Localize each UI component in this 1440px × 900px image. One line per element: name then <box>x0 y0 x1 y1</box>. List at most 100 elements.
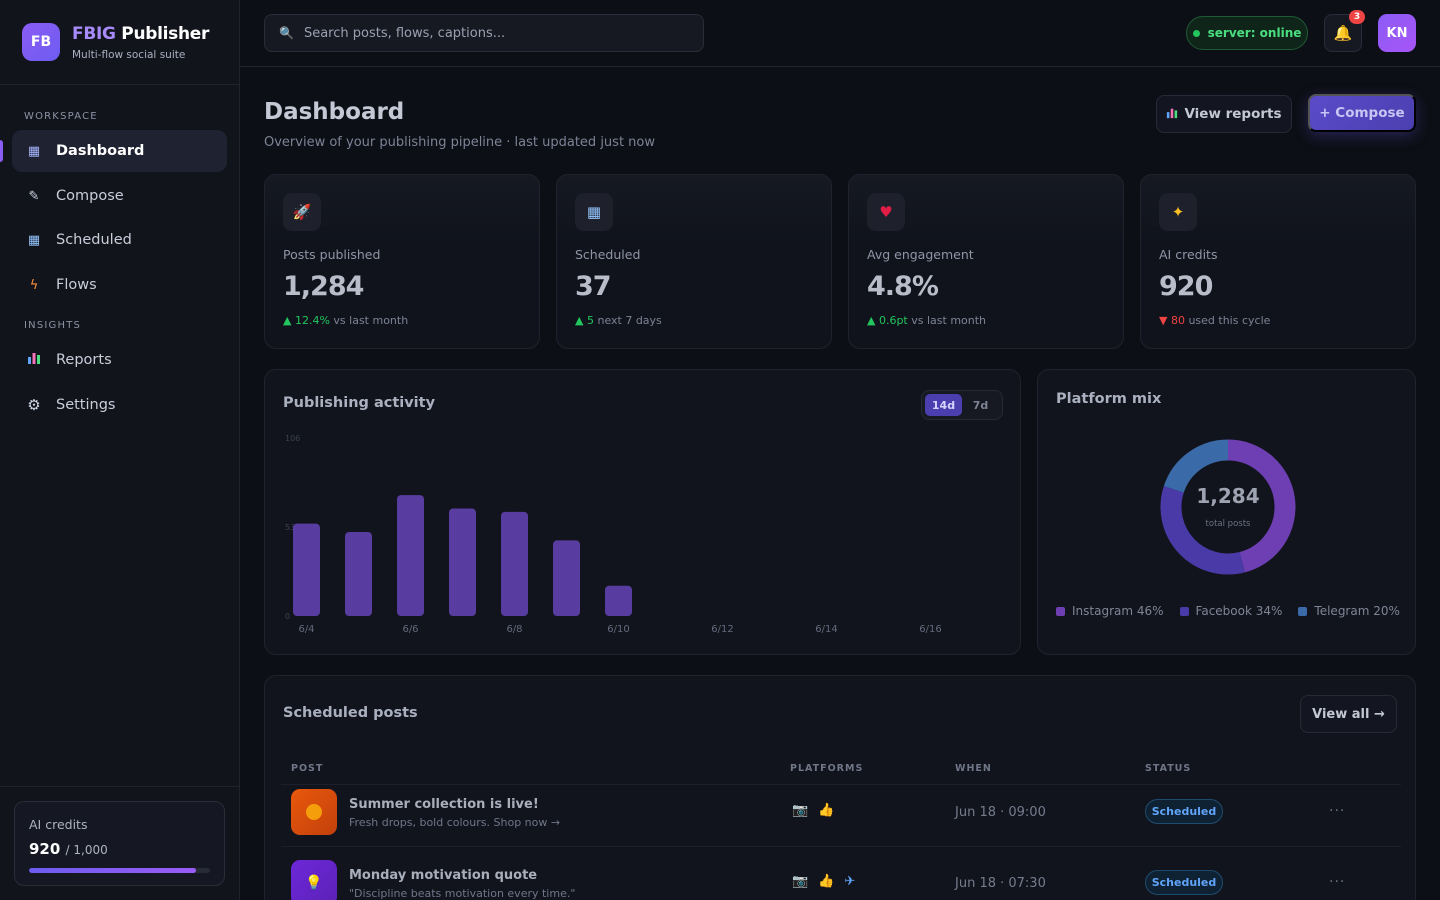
stat-label: Scheduled <box>575 247 641 262</box>
stat-delta-value: ▼ 80 <box>1159 314 1185 327</box>
column-header-when: WHEN <box>955 763 992 774</box>
legend-swatch <box>1298 606 1308 616</box>
stat-delta-value: ▲ 5 <box>575 314 594 327</box>
post-title: Monday motivation quote <box>349 868 538 883</box>
post-subtitle: "Discipline beats motivation every time.… <box>349 887 576 900</box>
activity-bar <box>345 532 372 616</box>
stat-delta: ▲ 12.4% vs last month <box>283 314 521 327</box>
nav-section-workspace: WORKSPACE <box>24 111 98 122</box>
legend-item-telegram: Telegram 20% <box>1298 604 1400 618</box>
stat-value: 920 <box>1159 271 1213 302</box>
donut-slice-telegram <box>1163 439 1229 494</box>
stat-delta-value: ▲ 0.6pt <box>867 314 908 327</box>
sidebar-item-label: Flows <box>56 277 97 293</box>
stat-card-posts-published: 🚀 Posts published 1,284 ▲ 12.4% vs last … <box>264 174 540 349</box>
page-subtitle: Overview of your publishing pipeline · l… <box>264 135 655 150</box>
x-tick-label: 6/12 <box>711 624 733 635</box>
sidebar-item-flows[interactable]: ϟ Flows <box>12 264 227 306</box>
pen-icon: ✎ <box>28 188 40 204</box>
brand-title-rest: Publisher <box>121 23 210 44</box>
credits-card: AI credits 920 / 1,000 <box>14 801 225 886</box>
credits-used: 920 <box>29 840 61 858</box>
row-divider <box>281 846 1401 847</box>
rocket-icon: 🚀 <box>283 193 321 231</box>
sidebar: FB FBIG Publisher Multi-flow social suit… <box>0 0 240 900</box>
sidebar-item-dashboard[interactable]: ▦ Dashboard <box>12 130 227 172</box>
activity-bar <box>553 540 580 616</box>
calendar-icon: ▦ <box>575 193 613 231</box>
brand-title: FBIG Publisher <box>72 24 209 44</box>
notifications-button[interactable]: 🔔 3 <box>1324 10 1365 52</box>
status-badge: Scheduled <box>1145 799 1223 824</box>
scheduled-posts-panel: Scheduled posts View all → POST PLATFORM… <box>264 675 1416 900</box>
sparkle-icon: ✦ <box>1159 193 1197 231</box>
stat-delta-note: vs last month <box>911 314 987 327</box>
sidebar-item-label: Settings <box>56 397 116 413</box>
legend-item-instagram: Instagram 46% <box>1056 604 1164 618</box>
platform-mix-panel: Platform mix 1,284 total posts Instagram … <box>1037 369 1416 655</box>
sidebar-item-label: Scheduled <box>56 232 132 248</box>
notification-count-badge: 3 <box>1349 10 1365 24</box>
scheduled-time: Jun 18 · 09:00 <box>955 805 1046 820</box>
bulb-icon: 💡 <box>291 860 337 900</box>
row-divider <box>281 784 1401 785</box>
more-options-icon[interactable]: ··· <box>1329 803 1346 819</box>
platform-icons: 📷 👍 ✈ <box>792 874 855 889</box>
bar-chart-icon <box>1166 107 1178 122</box>
activity-bar <box>397 495 424 616</box>
stat-label: AI credits <box>1159 247 1218 262</box>
brand-title-accent: FBIG <box>72 23 116 44</box>
legend-swatch <box>1179 606 1189 616</box>
topbar: 🔍 server: online 🔔 3 KN <box>240 0 1440 67</box>
more-options-icon[interactable]: ··· <box>1329 874 1346 890</box>
x-tick-label: 6/14 <box>815 624 837 635</box>
donut-slice-instagram <box>1227 439 1296 573</box>
search-box[interactable]: 🔍 <box>264 14 704 52</box>
sun-icon <box>291 789 337 835</box>
calendar-icon: ▦ <box>27 232 41 248</box>
stat-card-scheduled: ▦ Scheduled 37 ▲ 5 next 7 days <box>556 174 832 349</box>
legend-label: Facebook 34% <box>1195 604 1283 618</box>
activity-bar <box>449 508 476 616</box>
sidebar-item-reports[interactable]: Reports <box>12 339 227 381</box>
brand-text: FBIG Publisher Multi-flow social suite <box>72 24 209 61</box>
avatar[interactable]: KN <box>1378 14 1416 52</box>
range-14d-button[interactable]: 14d <box>925 394 962 416</box>
bolt-icon: ϟ <box>29 277 39 293</box>
active-nav-marker <box>0 140 3 162</box>
brand[interactable]: FB FBIG Publisher Multi-flow social suit… <box>0 0 239 85</box>
view-reports-label: View reports <box>1184 106 1282 122</box>
stat-card-ai-credits: ✦ AI credits 920 ▼ 80 used this cycle <box>1140 174 1416 349</box>
search-input[interactable] <box>303 25 684 41</box>
scheduled-time: Jun 18 · 07:30 <box>955 876 1046 891</box>
plane-icon: ✈ <box>844 874 856 889</box>
stat-value: 37 <box>575 271 612 302</box>
stat-delta: ▲ 5 next 7 days <box>575 314 813 327</box>
credits-progress-bar <box>29 868 210 873</box>
view-reports-button[interactable]: View reports <box>1156 95 1292 133</box>
stat-label: Avg engagement <box>867 247 974 262</box>
sidebar-item-compose[interactable]: ✎ Compose <box>12 175 227 217</box>
stat-delta: ▲ 0.6pt vs last month <box>867 314 1105 327</box>
status-badge: Scheduled <box>1145 870 1223 895</box>
x-tick-label: 6/6 <box>402 624 418 635</box>
platform-donut-chart: 1,284 total posts <box>1160 439 1296 575</box>
sidebar-item-settings[interactable]: ⚙ Settings <box>12 384 227 426</box>
thumbs-up-icon: 👍 <box>818 874 835 889</box>
compose-button[interactable]: + Compose <box>1308 94 1416 132</box>
donut-center-value: 1,284 <box>1196 484 1259 508</box>
sidebar-item-scheduled[interactable]: ▦ Scheduled <box>12 219 227 261</box>
stat-value: 1,284 <box>283 271 364 302</box>
range-7d-button[interactable]: 7d <box>972 398 989 412</box>
panel-title: Publishing activity <box>283 395 436 411</box>
stat-label: Posts published <box>283 247 381 262</box>
brand-subtitle: Multi-flow social suite <box>72 48 186 61</box>
view-all-button[interactable]: View all → <box>1300 695 1397 733</box>
activity-bar <box>501 511 528 616</box>
sidebar-item-label: Compose <box>56 188 124 204</box>
status-dot <box>1192 29 1200 37</box>
credits-value: 920 / 1,000 <box>29 840 210 858</box>
grid-icon: ▦ <box>27 143 41 159</box>
credits-progress-fill <box>29 868 196 873</box>
stat-delta-note: used this cycle <box>1188 314 1271 327</box>
